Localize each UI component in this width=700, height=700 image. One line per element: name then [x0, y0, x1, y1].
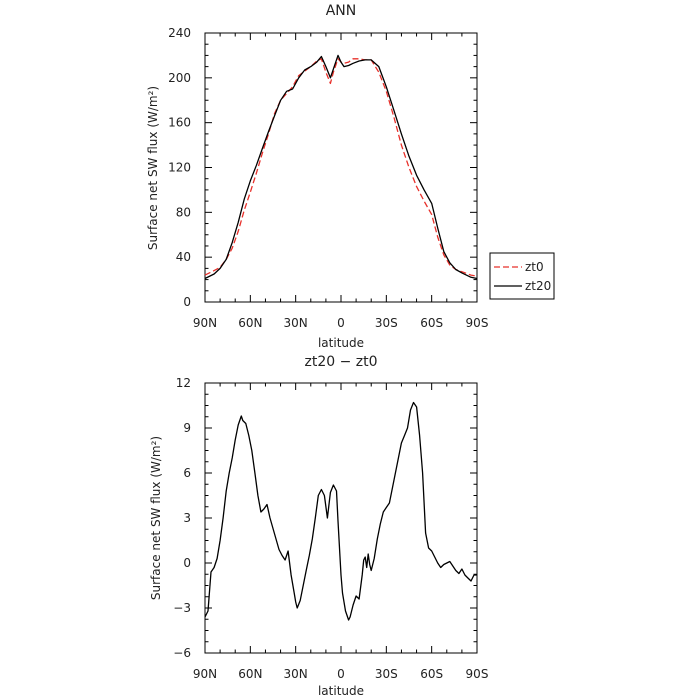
x-tick-label: 30S [375, 316, 398, 330]
y-tick-label: −3 [173, 601, 191, 615]
top-chart-title: ANN [326, 3, 357, 19]
x-tick-label: 30N [284, 667, 308, 681]
x-tick-label: 60N [238, 667, 262, 681]
legend-label-zt20: zt20 [525, 279, 551, 293]
x-tick-label: 30N [284, 316, 308, 330]
x-tick-label: 90S [466, 667, 489, 681]
x-tick-label: 90N [193, 667, 217, 681]
y-tick-label: 40 [176, 250, 191, 264]
x-tick-label: 60N [238, 316, 262, 330]
x-tick-label: 0 [337, 316, 345, 330]
series-line-zt20 [204, 54, 478, 280]
y-tick-label: −6 [173, 646, 191, 660]
y-tick-label: 3 [183, 511, 191, 525]
legend: zt0 zt20 [489, 252, 555, 300]
top-plot-frame [204, 32, 478, 303]
x-tick-label: 90N [193, 316, 217, 330]
y-tick-label: 9 [183, 421, 191, 435]
x-tick-label: 90S [466, 316, 489, 330]
legend-box [489, 252, 555, 300]
x-tick-label: 60S [420, 667, 443, 681]
y-tick-label: 120 [168, 161, 191, 175]
top-panel: ANN 90N 60N 30N 0 30S 60S 90S 0 40 80 120 160 200 240… [146, 3, 555, 350]
y-tick-label: 12 [176, 376, 191, 390]
y-tick-label: 6 [183, 466, 191, 480]
y-tick-label: 0 [183, 556, 191, 570]
bottom-panel: zt20 − zt0 90N 60N 30N 0 30S 60S 90S −6 −3 0 3 6 9 12… [149, 354, 488, 698]
bottom-ticks: 90N 60N 30N 0 30S 60S 90S −6 −3 0 3 6 9 12 [173, 376, 488, 681]
top-series [204, 54, 478, 280]
bottom-series [204, 401, 477, 621]
top-ticks: 90N 60N 30N 0 30S 60S 90S 0 40 80 120 160 200 240 [168, 26, 488, 330]
x-tick-label: 30S [375, 667, 398, 681]
y-tick-label: 80 [176, 205, 191, 219]
y-tick-label: 200 [168, 71, 191, 85]
y-tick-label: 0 [183, 295, 191, 309]
top-x-axis-label: latitude [318, 336, 364, 350]
top-y-axis-label: Surface net SW flux (W/m²) [146, 86, 160, 250]
series-line-panel1-diff [204, 401, 477, 621]
x-tick-label: 60S [420, 316, 443, 330]
y-tick-label: 160 [168, 116, 191, 130]
x-tick-label: 0 [337, 667, 345, 681]
bottom-y-axis-label: Surface net SW flux (W/m²) [149, 436, 163, 600]
bottom-chart-title: zt20 − zt0 [304, 354, 377, 370]
legend-label-zt0: zt0 [525, 260, 544, 274]
series-line-zt0 [204, 58, 478, 277]
bottom-x-axis-label: latitude [318, 684, 364, 698]
y-tick-label: 240 [168, 26, 191, 40]
